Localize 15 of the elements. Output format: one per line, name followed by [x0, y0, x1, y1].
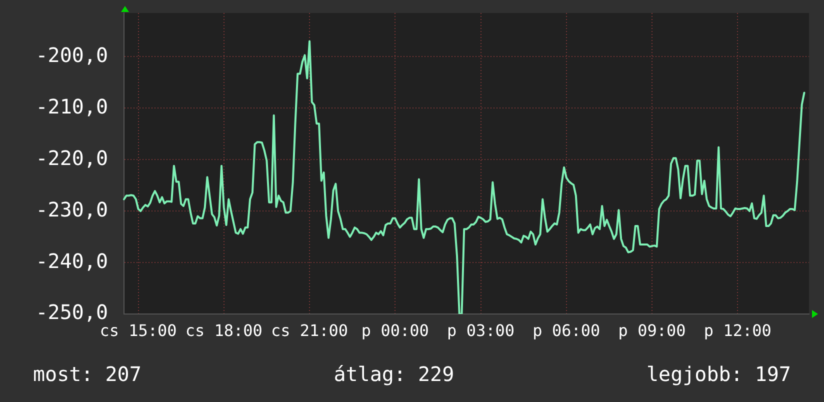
y-tick-label: -200,0 [36, 42, 108, 67]
y-tick-label: -230,0 [36, 197, 108, 222]
x-tick-label: cs 21:00 [270, 320, 348, 340]
y-tick-label: -210,0 [36, 94, 108, 118]
y-tick-label: -240,0 [36, 248, 108, 273]
y-tick-label: -220,0 [36, 146, 108, 170]
text: most: 207 [33, 362, 142, 386]
x-tick-label: p 03:00 [447, 320, 514, 340]
x-tick-label: p 09:00 [618, 320, 686, 340]
x-tick-label: p 00:00 [361, 320, 429, 340]
text: legjobb: 197 [646, 362, 791, 386]
x-tick-label: p 12:00 [704, 320, 772, 340]
x-tick-label: cs 18:00 [185, 320, 262, 340]
x-tick-label: p 06:00 [532, 320, 600, 340]
text: átlag: 229 [334, 362, 454, 386]
